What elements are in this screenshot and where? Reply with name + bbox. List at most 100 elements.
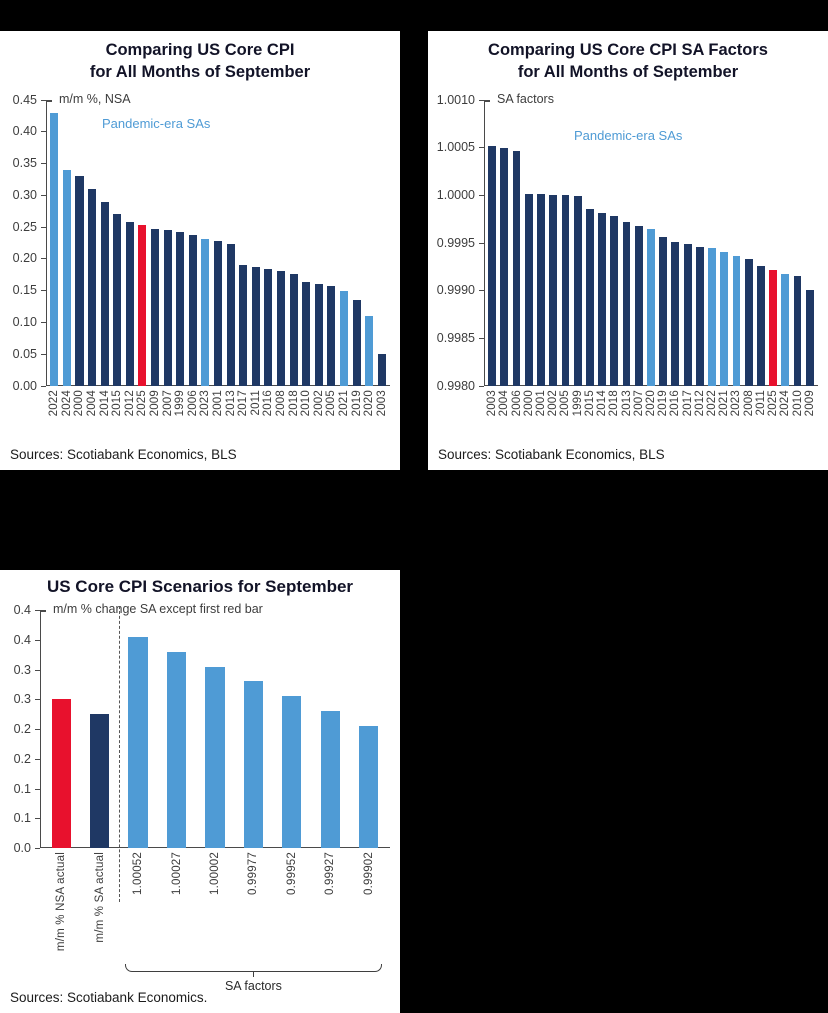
x-tick-label: 2016 (669, 389, 682, 416)
x-tick-label: 0.99927 (324, 852, 337, 895)
bar (90, 714, 110, 848)
y-tick-label: 0.1 (13, 781, 31, 796)
y-tick-label: 0.4 (13, 603, 31, 617)
bar-slot (111, 100, 124, 386)
bar-slot (498, 100, 510, 386)
x-tick-label: 2000 (73, 389, 86, 416)
bar (243, 681, 264, 848)
y-tick-mark (479, 242, 484, 244)
y-tick-mark (35, 729, 40, 730)
bar (500, 147, 509, 386)
y-tick-label: 0.45 (12, 92, 37, 107)
bar (113, 213, 122, 386)
x-tick-label: 2022 (706, 389, 719, 416)
x-tick-slot: 2024 (779, 390, 791, 442)
x-tick-slot: 2002 (547, 390, 559, 442)
bar-slot (669, 100, 681, 386)
x-tick-slot: 2015 (111, 390, 124, 442)
bar-slot (547, 100, 559, 386)
bar (163, 229, 172, 386)
y-tick-label: 0.1 (13, 811, 31, 826)
x-tick-slot: 2017 (682, 390, 694, 442)
y-tick-mark (41, 194, 46, 196)
bar-slot (363, 100, 376, 386)
x-tick-label: 2003 (486, 389, 499, 416)
x-tick-slot: 2009 (149, 390, 162, 442)
y-tick-label: 1.0010 (436, 92, 475, 107)
bar-slot (596, 100, 608, 386)
x-tick-slot: 2004 (86, 390, 99, 442)
y-tick-mark (479, 194, 484, 196)
x-tick-slot: 2007 (633, 390, 645, 442)
x-tick-label: 2014 (596, 389, 609, 416)
x-tick-label: 2025 (767, 389, 780, 416)
bar (744, 258, 753, 386)
x-tick-slot: 2015 (584, 390, 596, 442)
bar-slot (187, 100, 200, 386)
x-tick-slot: 2019 (350, 390, 363, 442)
bar-slot (718, 100, 730, 386)
y-tick-mark (41, 385, 46, 387)
x-tick-label: 1.00052 (132, 852, 145, 895)
x-tick-slot: 2018 (608, 390, 620, 442)
bar-slot (119, 610, 157, 848)
bar-slot (262, 100, 275, 386)
bar-slot (682, 100, 694, 386)
y-tick-mark (35, 639, 40, 641)
bar (166, 652, 187, 848)
panel-core-cpi-scenarios: US Core CPI Scenarios for September 0.0 0… (0, 570, 400, 1013)
y-tick-label: 0.2 (13, 751, 31, 766)
x-tick-label: 2024 (779, 389, 792, 416)
bar-slot (196, 610, 234, 848)
x-tick-label: 2010 (791, 389, 804, 416)
bar-slot (510, 100, 522, 386)
y-axis-caption: m/m % change SA except first red bar (53, 602, 263, 616)
y-tick-label: 0.10 (12, 314, 37, 329)
x-tick-slot: 2008 (275, 390, 288, 442)
bar-slot (755, 100, 767, 386)
axis-cap-icon (40, 610, 46, 612)
bar-slot (535, 100, 547, 386)
bar (549, 194, 558, 386)
bar (327, 285, 336, 386)
x-tick-slot: 2018 (287, 390, 300, 442)
x-tick-label: 2016 (262, 389, 275, 416)
bar (695, 246, 704, 386)
y-tick-mark (41, 131, 46, 133)
bar (622, 221, 631, 386)
x-tick-slot: 2023 (730, 390, 742, 442)
x-tick-slot: 2022 (48, 390, 61, 442)
bar (352, 299, 361, 386)
y-tick-mark (41, 99, 46, 101)
y-tick-label: 1.0000 (436, 187, 475, 202)
x-tick-slot: 2023 (199, 390, 212, 442)
x-tick-label: 2007 (161, 389, 174, 416)
x-tick-label: 2018 (287, 389, 300, 416)
bar-slot (212, 100, 225, 386)
bar-slot (706, 100, 718, 386)
bar (610, 215, 619, 386)
x-axis-labels: m/m % NSA actual m/m % SA actual 1.00052 1.… (42, 852, 388, 960)
x-tick-slot: 2011 (755, 390, 767, 442)
x-tick-slot: 2014 (596, 390, 608, 442)
x-tick-label: 2012 (123, 389, 136, 416)
bar-chart-core-cpi-scenarios: 0.0 0.1 0.1 0.2 0.2 0.3 0.3 0.4 0.4 m/m % change … (0, 602, 400, 1002)
x-tick-label: 0.99952 (285, 852, 298, 895)
bar-slot (42, 610, 80, 848)
bar-slot (375, 100, 388, 386)
x-tick-slot: 1.00052 (119, 852, 157, 960)
x-tick-slot: 2000 (523, 390, 535, 442)
bar-slot (300, 100, 313, 386)
bar-chart-core-cpi-nsa: 0.00 0.05 0.10 0.15 0.20 0.25 0.30 0.35 0.40 0.45… (0, 92, 400, 446)
y-tick-mark (35, 818, 40, 820)
x-tick-label: 2024 (60, 389, 73, 416)
x-tick-slot: 2021 (718, 390, 730, 442)
y-axis-caption: SA factors (497, 91, 554, 106)
chart-title: Comparing US Core CPI for All Months of … (0, 40, 400, 84)
bar-slot (157, 610, 195, 848)
y-tick-mark (35, 669, 40, 671)
bar (251, 266, 260, 386)
sources-note: Sources: Scotiabank Economics. (10, 990, 208, 1005)
bar-slot (694, 100, 706, 386)
y-tick-label: 0.40 (12, 124, 37, 139)
